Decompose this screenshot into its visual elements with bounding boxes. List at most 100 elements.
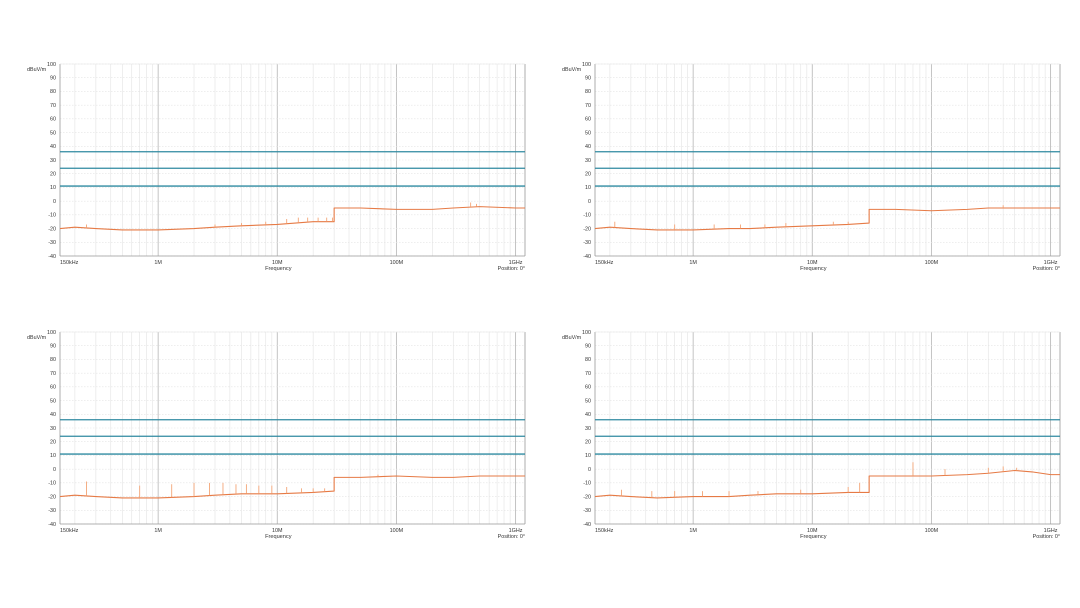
y-tick-label: 90 (585, 344, 591, 350)
y-tick-label: 10 (585, 453, 591, 459)
x-tick-label: 150kHz (60, 528, 79, 534)
emi-chart-top-left: 100 90 80 70 60 50 40 30 20 10 0 -10 -20 -30 -40 dBuV/m… (25, 56, 526, 281)
y-tick-label: 80 (585, 357, 591, 363)
y-tick-label: -10 (583, 213, 591, 219)
position-label: Position: 0° (498, 534, 525, 540)
y-tick-label: -30 (583, 508, 591, 514)
y-tick-label: -30 (48, 240, 56, 246)
x-axis-title: Frequency (800, 534, 827, 540)
y-axis-unit-label: dBuV/m (562, 67, 582, 73)
emission-trace (594, 207, 1060, 231)
y-tick-label: 40 (50, 412, 56, 418)
y-tick-label: 50 (50, 398, 56, 404)
chart-svg: 1009080706050403020100-10-20-30-40dBuV/m… (562, 330, 1061, 540)
y-axis-unit-label: dBuV/m (562, 335, 582, 341)
y-tick-label: 70 (585, 371, 591, 377)
chart-svg: 1009080706050403020100-10-20-30-40dBuV/m… (562, 62, 1061, 272)
x-axis-title: Frequency (265, 266, 292, 272)
y-tick-label: -20 (583, 494, 591, 500)
position-label: Position: 0° (1033, 266, 1060, 272)
y-tick-label: 60 (585, 117, 591, 123)
y-tick-label: -20 (583, 226, 591, 232)
y-tick-label: 20 (585, 172, 591, 178)
y-tick-label: 30 (50, 426, 56, 432)
emission-trace (59, 475, 525, 499)
y-tick-label: 30 (585, 426, 591, 432)
chart-svg: 1009080706050403020100-10-20-30-40dBuV/m… (27, 330, 526, 540)
x-axis-title: Frequency (800, 266, 827, 272)
emi-chart-bottom-left: 100 90 80 70 60 50 40 30 20 10 0 -10 -20 -30 -40 dBuV/m… (25, 324, 526, 549)
y-tick-label: -40 (48, 254, 56, 260)
x-axis-title: Frequency (265, 534, 292, 540)
x-tick-label: 1GHz (1044, 260, 1058, 266)
y-tick-label: 40 (585, 412, 591, 418)
y-tick-label: 40 (585, 144, 591, 150)
y-tick-label: -30 (48, 508, 56, 514)
y-tick-label: -10 (48, 481, 56, 487)
y-tick-label: -40 (48, 522, 56, 528)
emi-chart-top-right: 100 90 80 70 60 50 40 30 20 10 0 -10 -20 -30 -40 dBuV/m… (560, 56, 1061, 281)
y-tick-label: 0 (588, 467, 591, 473)
y-tick-label: 100 (47, 62, 56, 68)
x-tick-label: 1M (689, 260, 697, 266)
y-tick-label: 20 (50, 440, 56, 446)
y-tick-label: 90 (50, 344, 56, 350)
x-tick-label: 1M (689, 528, 697, 534)
x-tick-label: 10M (807, 528, 818, 534)
x-tick-label: 1GHz (509, 528, 523, 534)
position-label: Position: 0° (498, 266, 525, 272)
x-tick-label: 100M (925, 528, 939, 534)
y-tick-label: 50 (585, 130, 591, 136)
y-tick-label: -30 (583, 240, 591, 246)
emi-chart-bottom-right: 100 90 80 70 60 50 40 30 20 10 0 -10 -20 -30 -40 dBuV/m… (560, 324, 1061, 549)
x-tick-label: 100M (925, 260, 939, 266)
y-tick-label: -40 (583, 522, 591, 528)
y-tick-label: 60 (585, 385, 591, 391)
y-tick-label: 50 (50, 130, 56, 136)
y-tick-label: 20 (50, 172, 56, 178)
x-tick-label: 150kHz (595, 528, 614, 534)
y-tick-label: -20 (48, 494, 56, 500)
x-tick-label: 1GHz (1044, 528, 1058, 534)
y-tick-label: 70 (50, 371, 56, 377)
emission-trace (59, 206, 525, 231)
y-tick-label: 0 (53, 199, 56, 205)
y-tick-label: 30 (50, 158, 56, 164)
y-tick-label: 80 (50, 89, 56, 95)
y-tick-label: 10 (50, 185, 56, 191)
x-tick-label: 10M (272, 528, 283, 534)
y-axis-unit-label: dBuV/m (27, 335, 47, 341)
x-tick-label: 10M (807, 260, 818, 266)
y-tick-label: 100 (47, 330, 56, 336)
y-tick-label: -10 (583, 481, 591, 487)
x-tick-label: 100M (390, 528, 404, 534)
y-tick-label: -40 (583, 254, 591, 260)
y-tick-label: 80 (585, 89, 591, 95)
y-tick-label: 0 (588, 199, 591, 205)
y-tick-label: 90 (585, 76, 591, 82)
y-tick-label: 60 (50, 117, 56, 123)
y-tick-label: 30 (585, 158, 591, 164)
x-tick-label: 1GHz (509, 260, 523, 266)
y-tick-label: -20 (48, 226, 56, 232)
y-tick-label: 100 (582, 330, 591, 336)
x-tick-label: 150kHz (60, 260, 79, 266)
y-tick-label: 50 (585, 398, 591, 404)
x-tick-label: 10M (272, 260, 283, 266)
y-tick-label: 10 (585, 185, 591, 191)
x-tick-label: 1M (154, 528, 162, 534)
y-axis-unit-label: dBuV/m (27, 67, 47, 73)
y-tick-label: 10 (50, 453, 56, 459)
y-tick-label: 0 (53, 467, 56, 473)
y-tick-label: 20 (585, 440, 591, 446)
y-tick-label: 90 (50, 76, 56, 82)
y-tick-label: 80 (50, 357, 56, 363)
x-tick-label: 1M (154, 260, 162, 266)
position-label: Position: 0° (1033, 534, 1060, 540)
y-tick-label: 60 (50, 385, 56, 391)
emission-trace (594, 469, 1060, 499)
chart-svg: 1009080706050403020100-10-20-30-40dBuV/m… (27, 62, 526, 272)
y-tick-label: 70 (585, 103, 591, 109)
x-tick-label: 150kHz (595, 260, 614, 266)
x-tick-label: 100M (390, 260, 404, 266)
